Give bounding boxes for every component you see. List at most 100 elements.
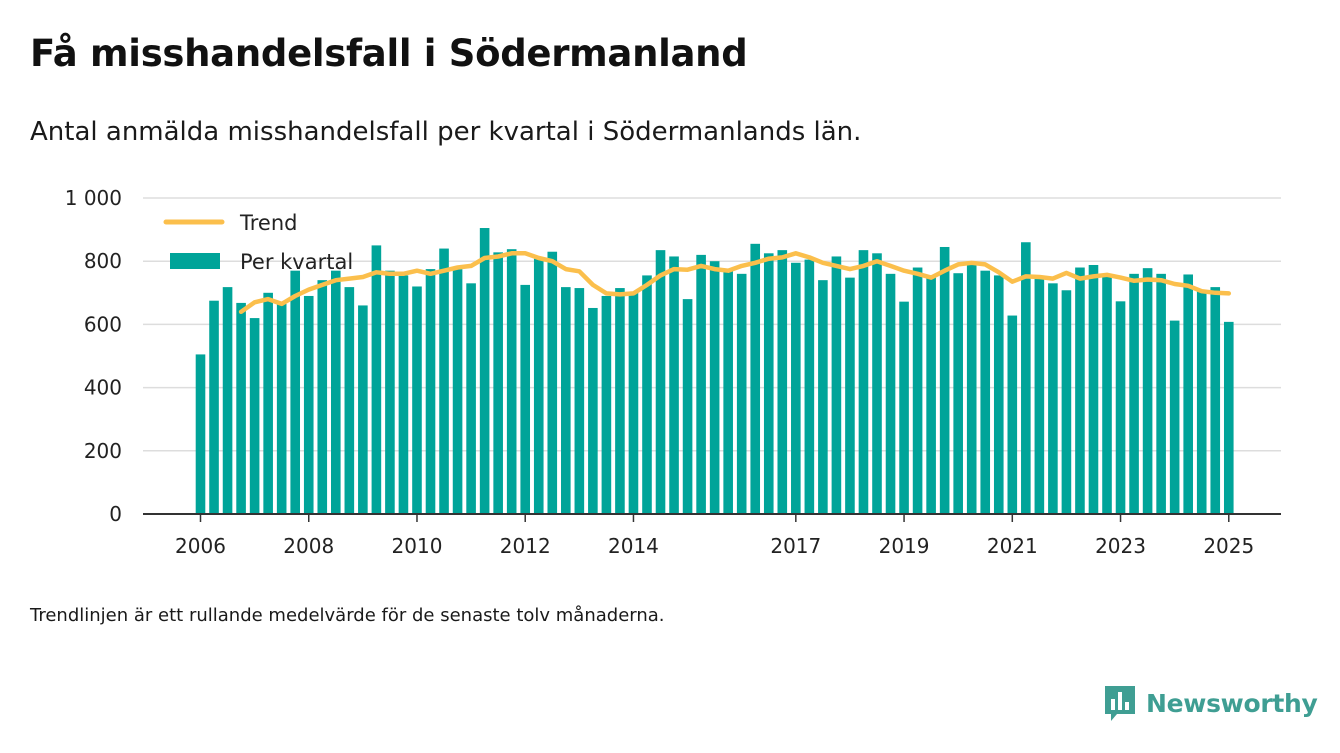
x-tick-label: 2006 — [175, 534, 226, 558]
bar — [966, 264, 977, 514]
bar — [479, 228, 490, 514]
bar — [249, 318, 260, 514]
chart-title: Få misshandelsfall i Södermanland — [30, 32, 748, 75]
bar — [1021, 242, 1031, 515]
bar — [1196, 289, 1207, 514]
bar — [899, 301, 909, 514]
bar — [858, 250, 869, 514]
bar — [696, 254, 706, 514]
bar — [1156, 273, 1166, 514]
bar — [1115, 301, 1126, 514]
bar — [385, 270, 395, 514]
x-tick-label: 2010 — [392, 534, 443, 558]
bar — [506, 249, 517, 514]
bar — [1102, 273, 1112, 514]
x-tick-label: 2017 — [770, 534, 821, 558]
x-tick-label: 2012 — [500, 534, 551, 558]
bar — [831, 256, 842, 514]
bar — [1048, 283, 1058, 514]
legend-swatch-per-kvartal — [170, 253, 220, 269]
bar — [1088, 264, 1099, 514]
bar — [236, 302, 246, 514]
bar — [1129, 273, 1139, 514]
newsworthy-logo-icon — [1105, 686, 1135, 721]
bar — [1142, 268, 1153, 514]
bar — [317, 280, 328, 514]
trend-series — [238, 251, 1232, 315]
bar — [290, 270, 301, 514]
bar — [736, 273, 747, 514]
bar — [601, 295, 612, 514]
bar — [398, 275, 409, 514]
y-tick-label: 1 000 — [65, 186, 122, 210]
chart-subtitle: Antal anmälda misshandelsfall per kvarta… — [30, 117, 862, 147]
bar — [723, 270, 733, 514]
x-tick-label: 2023 — [1095, 534, 1146, 558]
bar — [209, 300, 219, 514]
bar — [344, 287, 355, 514]
bar — [303, 295, 314, 514]
bar — [574, 288, 585, 514]
y-tick-label: 600 — [84, 312, 122, 336]
bar — [547, 251, 558, 514]
bar — [750, 243, 761, 514]
bar-series — [195, 228, 1234, 515]
bar — [358, 305, 368, 514]
bar — [804, 259, 815, 514]
brand: Newsworthy — [1102, 683, 1318, 723]
bar — [763, 253, 774, 515]
bar — [466, 283, 476, 514]
y-tick-label: 0 — [109, 502, 122, 526]
bar — [331, 270, 341, 514]
bar — [628, 292, 639, 514]
legend: Trend Per kvartal — [163, 211, 353, 274]
footnote: Trendlinjen är ett rullande medelvärde f… — [30, 605, 665, 626]
bar — [926, 277, 936, 514]
bar — [1061, 290, 1072, 514]
bar — [993, 275, 1004, 514]
bar — [777, 250, 788, 514]
bar — [1007, 315, 1018, 514]
bar — [980, 270, 991, 514]
bar — [452, 269, 463, 514]
bar — [642, 275, 652, 514]
bar — [1210, 287, 1221, 514]
x-tick-label: 2008 — [283, 534, 334, 558]
bar — [709, 261, 720, 514]
y-axis-ticks: 0 200 400 600 800 1 000 — [65, 186, 122, 526]
bar — [669, 256, 679, 514]
bar — [493, 252, 503, 515]
bar — [655, 250, 666, 514]
brand-name: Newsworthy — [1146, 688, 1318, 718]
bar — [520, 284, 531, 514]
bar — [1169, 320, 1180, 514]
bar — [533, 258, 544, 514]
x-tick-label: 2014 — [608, 534, 659, 558]
bar — [561, 287, 571, 514]
bar — [912, 267, 923, 514]
legend-label-per-kvartal: Per kvartal — [240, 250, 353, 274]
bar — [439, 248, 449, 514]
bar — [818, 280, 828, 514]
bar — [425, 269, 436, 514]
x-tick-label: 2025 — [1203, 534, 1254, 558]
bar — [885, 273, 896, 514]
bar — [845, 277, 855, 514]
y-tick-label: 200 — [84, 439, 122, 463]
bar — [791, 262, 801, 514]
trend-line — [238, 251, 1232, 315]
x-tick-label: 2021 — [987, 534, 1038, 558]
bar — [276, 303, 287, 514]
bar — [222, 287, 233, 514]
bar — [263, 292, 273, 514]
bar — [939, 246, 950, 515]
bar — [615, 288, 625, 514]
x-axis-ticks: 2006 2008 2010 2012 2014 2017 2019 2021 2023 2025 — [175, 514, 1254, 558]
bar — [1075, 267, 1085, 514]
legend-label-trend: Trend — [239, 211, 297, 235]
bar — [1223, 321, 1234, 514]
bar — [682, 299, 693, 514]
bar — [1034, 277, 1045, 514]
bar — [872, 253, 882, 515]
